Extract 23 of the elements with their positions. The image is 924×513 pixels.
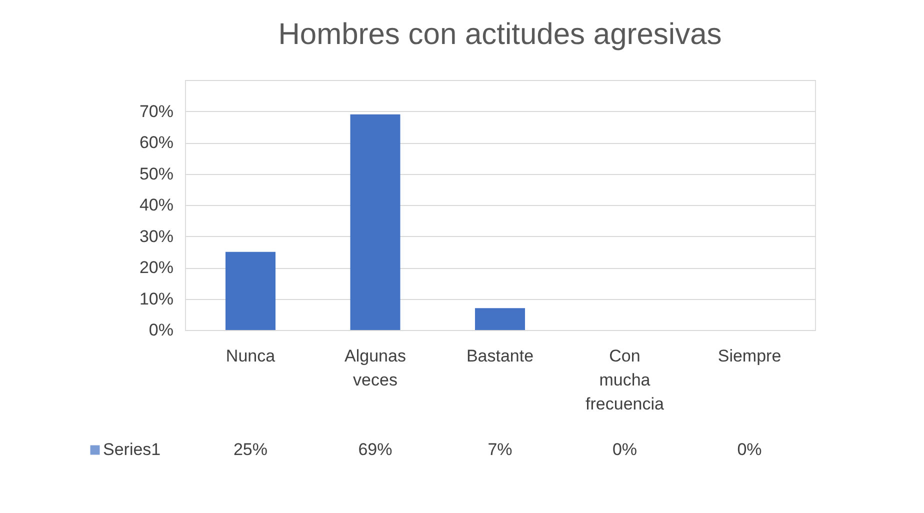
- data-label: 69%: [358, 440, 392, 459]
- data-label: 7%: [488, 440, 512, 459]
- legend-label: Series1: [103, 440, 161, 459]
- x-tick-label: Siempre: [718, 346, 782, 366]
- y-tick-label: 60%: [139, 133, 174, 152]
- y-tick-label: 10%: [139, 289, 174, 308]
- y-tick-label: 50%: [139, 164, 174, 184]
- bar: [475, 308, 525, 330]
- data-label: 25%: [233, 440, 268, 459]
- data-label: 0%: [737, 440, 762, 459]
- bar: [225, 252, 276, 330]
- y-tick-label: 20%: [139, 258, 174, 277]
- y-tick-label: 0%: [148, 320, 174, 340]
- chart-title: Hombres con actitudes agresivas: [278, 18, 722, 51]
- bar: [350, 114, 400, 330]
- x-tick-label: Con mucha frecuencia: [586, 346, 665, 414]
- x-tick-label: Algunas veces: [344, 346, 406, 390]
- y-tick-label: 70%: [139, 102, 174, 121]
- y-tick-label: 40%: [139, 196, 174, 214]
- x-tick-label: Bastante: [466, 346, 534, 366]
- y-tick-label: 30%: [139, 226, 174, 246]
- x-tick-label: Nunca: [226, 346, 276, 366]
- data-label: 0%: [612, 440, 638, 459]
